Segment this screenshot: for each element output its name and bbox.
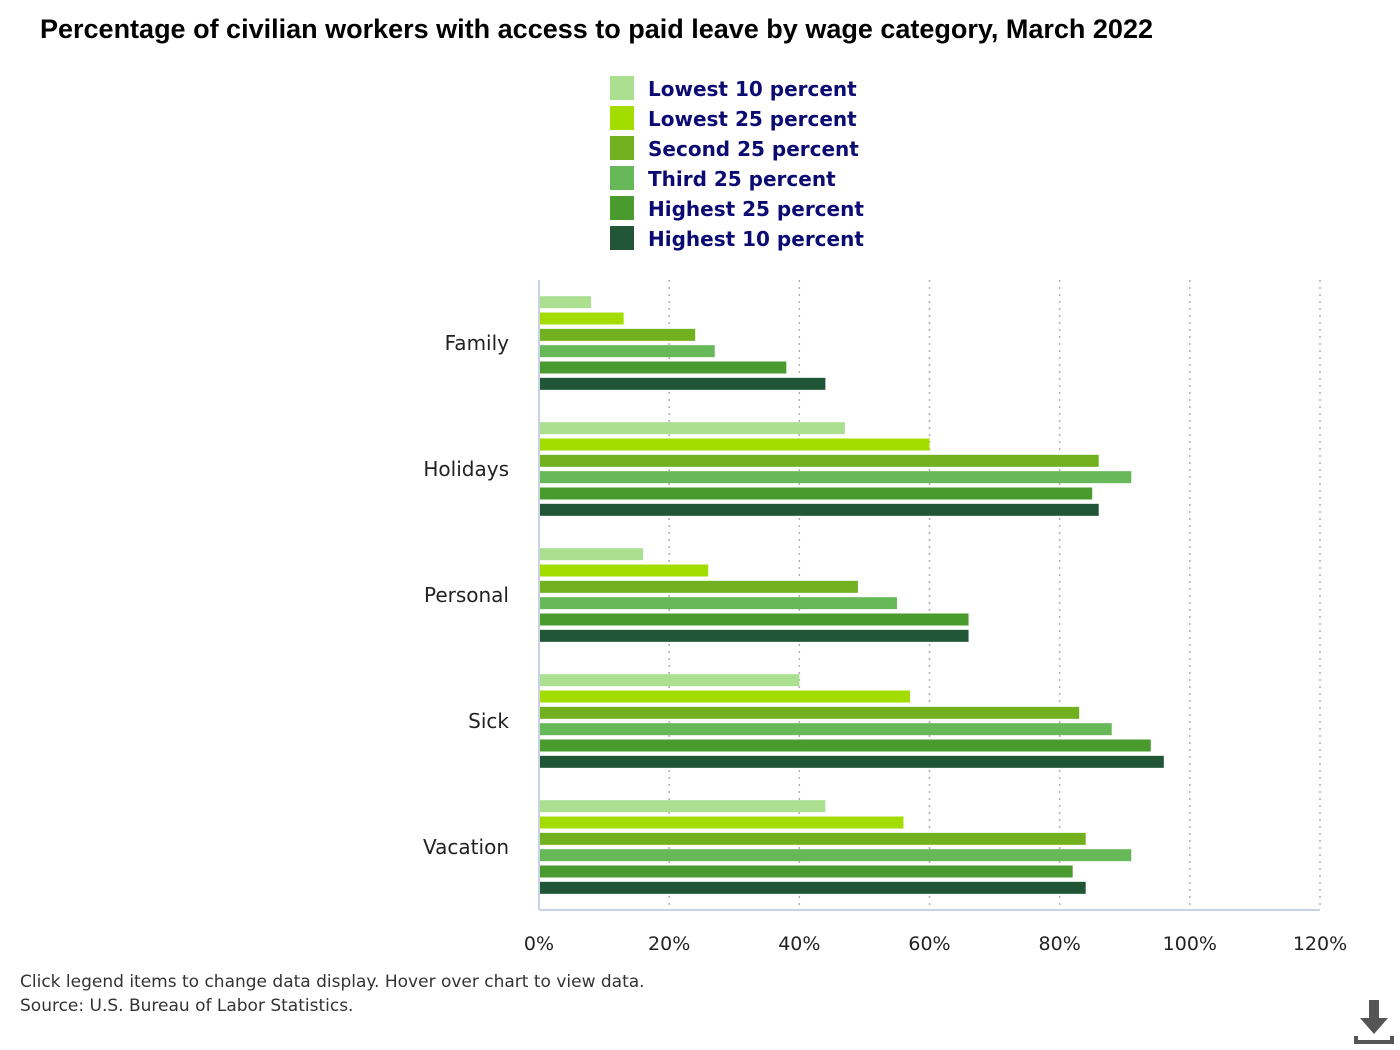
bar-family-highest-10-percent[interactable]: Highest 10 percent: 44% xyxy=(540,377,826,390)
bar-family-highest-25-percent[interactable]: Highest 25 percent: 38% xyxy=(540,361,787,374)
x-tick-label: 60% xyxy=(908,933,950,955)
bar-family-lowest-25-percent[interactable]: Lowest 25 percent: 13% xyxy=(540,312,624,325)
bar-vacation-lowest-10-percent[interactable]: Lowest 10 percent: 44% xyxy=(540,800,826,813)
bar-vacation-second-25-percent[interactable]: Second 25 percent: 84% xyxy=(540,832,1086,845)
legend-label: Lowest 25 percent xyxy=(648,107,857,131)
bar-family-second-25-percent[interactable]: Second 25 percent: 24% xyxy=(540,328,696,341)
category-label-vacation: Vacation xyxy=(423,835,509,859)
x-tick-label: 80% xyxy=(1039,933,1081,955)
bar-family-lowest-10-percent[interactable]: Lowest 10 percent: 8% xyxy=(540,296,592,309)
bar-holidays-highest-25-percent[interactable]: Highest 25 percent: 85% xyxy=(540,487,1093,500)
legend-label: Highest 10 percent xyxy=(648,227,864,251)
bar-holidays-second-25-percent[interactable]: Second 25 percent: 86% xyxy=(540,454,1099,467)
source-note: Source: U.S. Bureau of Labor Statistics. xyxy=(20,996,354,1016)
chart-title: Percentage of civilian workers with acce… xyxy=(40,14,1153,44)
legend-swatch xyxy=(610,76,634,100)
bar-sick-highest-10-percent[interactable]: Highest 10 percent: 96% xyxy=(540,755,1164,768)
bar-personal-lowest-25-percent[interactable]: Lowest 25 percent: 26% xyxy=(540,564,709,577)
x-tick-label: 20% xyxy=(648,933,690,955)
bar-personal-second-25-percent[interactable]: Second 25 percent: 49% xyxy=(540,580,858,593)
legend-swatch xyxy=(610,106,634,130)
x-tick-label: 40% xyxy=(778,933,820,955)
bar-vacation-highest-25-percent[interactable]: Highest 25 percent: 82% xyxy=(540,865,1073,878)
bar-sick-lowest-25-percent[interactable]: Lowest 25 percent: 57% xyxy=(540,690,910,703)
legend-label: Third 25 percent xyxy=(648,167,836,191)
bar-personal-lowest-10-percent[interactable]: Lowest 10 percent: 16% xyxy=(540,548,644,561)
bar-sick-highest-25-percent[interactable]: Highest 25 percent: 94% xyxy=(540,739,1151,752)
legend-label: Highest 25 percent xyxy=(648,197,864,221)
legend-label: Second 25 percent xyxy=(648,137,859,161)
bar-sick-second-25-percent[interactable]: Second 25 percent: 83% xyxy=(540,706,1080,719)
interaction-note: Click legend items to change data displa… xyxy=(20,972,645,992)
legend-swatch xyxy=(610,196,634,220)
bar-vacation-lowest-25-percent[interactable]: Lowest 25 percent: 56% xyxy=(540,816,904,829)
x-tick-label: 0% xyxy=(524,933,554,955)
legend-label: Lowest 10 percent xyxy=(648,77,857,101)
download-icon[interactable] xyxy=(1352,998,1396,1046)
bar-sick-third-25-percent[interactable]: Third 25 percent: 88% xyxy=(540,723,1112,736)
category-label-sick: Sick xyxy=(468,709,509,733)
bar-family-third-25-percent[interactable]: Third 25 percent: 27% xyxy=(540,345,715,358)
x-tick-label: 120% xyxy=(1293,933,1347,955)
category-label-personal: Personal xyxy=(424,583,509,607)
legend-swatch xyxy=(610,226,634,250)
legend-swatch xyxy=(610,166,634,190)
x-tick-label: 100% xyxy=(1163,933,1217,955)
bar-personal-third-25-percent[interactable]: Third 25 percent: 55% xyxy=(540,597,897,610)
category-label-family: Family xyxy=(445,331,510,355)
bar-sick-lowest-10-percent[interactable]: Lowest 10 percent: 40% xyxy=(540,674,800,687)
bar-holidays-highest-10-percent[interactable]: Highest 10 percent: 86% xyxy=(540,503,1099,516)
bar-holidays-third-25-percent[interactable]: Third 25 percent: 91% xyxy=(540,471,1132,484)
legend-swatch xyxy=(610,136,634,160)
bar-personal-highest-25-percent[interactable]: Highest 25 percent: 66% xyxy=(540,613,969,626)
bar-personal-highest-10-percent[interactable]: Highest 10 percent: 66% xyxy=(540,629,969,642)
bar-holidays-lowest-25-percent[interactable]: Lowest 25 percent: 60% xyxy=(540,438,930,451)
bar-vacation-third-25-percent[interactable]: Third 25 percent: 91% xyxy=(540,849,1132,862)
category-label-holidays: Holidays xyxy=(423,457,509,481)
bar-vacation-highest-10-percent[interactable]: Highest 10 percent: 84% xyxy=(540,881,1086,894)
bar-holidays-lowest-10-percent[interactable]: Lowest 10 percent: 47% xyxy=(540,422,845,435)
